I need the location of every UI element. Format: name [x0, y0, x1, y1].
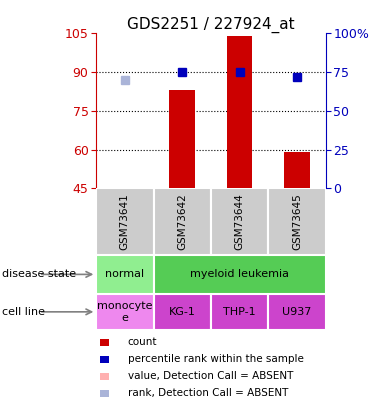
Bar [154, 255, 326, 294]
Text: GSM73645: GSM73645 [292, 193, 302, 250]
Bar [284, 152, 310, 188]
Text: U937: U937 [282, 307, 312, 317]
Bar [268, 294, 326, 330]
Text: normal: normal [105, 269, 144, 279]
Bar [211, 188, 268, 255]
Bar [227, 36, 252, 188]
Text: GSM73644: GSM73644 [235, 193, 245, 250]
Text: THP-1: THP-1 [223, 307, 256, 317]
Text: myeloid leukemia: myeloid leukemia [190, 269, 289, 279]
Bar [154, 188, 211, 255]
Bar [169, 90, 195, 188]
Text: cell line: cell line [2, 307, 45, 317]
Bar [154, 294, 211, 330]
Text: monocyte
e: monocyte e [97, 301, 153, 323]
Text: value, Detection Call = ABSENT: value, Detection Call = ABSENT [128, 371, 293, 381]
Text: percentile rank within the sample: percentile rank within the sample [128, 354, 303, 364]
Bar [96, 188, 154, 255]
Bar [96, 294, 154, 330]
Text: disease state: disease state [2, 269, 76, 279]
Text: count: count [128, 337, 157, 347]
Text: rank, Detection Call = ABSENT: rank, Detection Call = ABSENT [128, 388, 288, 398]
Title: GDS2251 / 227924_at: GDS2251 / 227924_at [127, 17, 295, 33]
Text: GSM73642: GSM73642 [177, 193, 187, 250]
Bar [96, 255, 154, 294]
Text: GSM73641: GSM73641 [120, 193, 130, 250]
Text: KG-1: KG-1 [169, 307, 196, 317]
Bar [211, 294, 268, 330]
Bar [268, 188, 326, 255]
